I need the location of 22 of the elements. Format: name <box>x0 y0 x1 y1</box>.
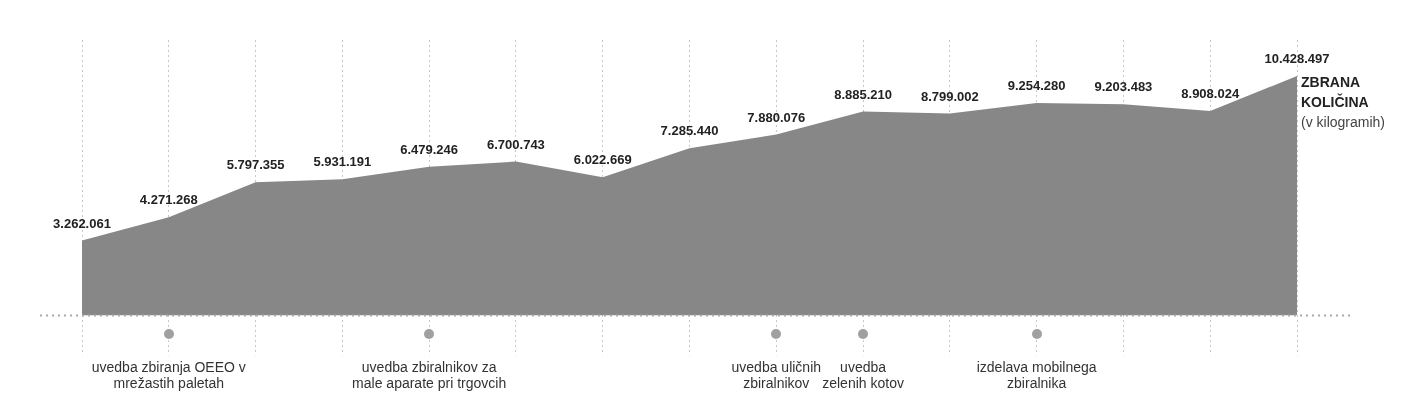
data-label: 3.262.061 <box>53 215 111 231</box>
x-tick-label: uvedba zelenih kotov <box>822 358 904 392</box>
data-label: 4.271.268 <box>139 192 198 208</box>
x-tick-label: izdelava mobilnega zbiralnika <box>976 358 1097 392</box>
data-label: 5.797.355 <box>226 157 285 173</box>
y-axis-title: (v kilogramih) <box>1301 113 1386 130</box>
data-label: 6.479.246 <box>400 141 459 157</box>
data-label: 9.203.483 <box>1094 79 1153 95</box>
data-label: 6.022.669 <box>573 152 632 168</box>
data-label: 6.700.743 <box>487 136 545 152</box>
data-label: 8.799.002 <box>920 88 979 104</box>
data-label: 9.254.280 <box>1007 78 1066 94</box>
x-tick-label: uvedba zbiralnikov za male aparate pri trgovcih <box>352 358 507 392</box>
series-label: ZBRANA KOLIČINA <box>1301 73 1369 110</box>
x-tick-label: uvedba uličnih zbiralnikov <box>731 358 822 392</box>
data-label: 7.285.440 <box>660 123 719 139</box>
data-label: 8.908.024 <box>1181 86 1240 102</box>
data-label: 5.931.191 <box>313 154 372 170</box>
data-label: 7.880.076 <box>747 109 806 125</box>
x-tick-label: uvedba zbiranja OEEO v mrežastih paletah <box>91 358 246 392</box>
data-label: 8.885.210 <box>834 86 892 102</box>
data-label: 10.428.497 <box>1264 51 1330 67</box>
